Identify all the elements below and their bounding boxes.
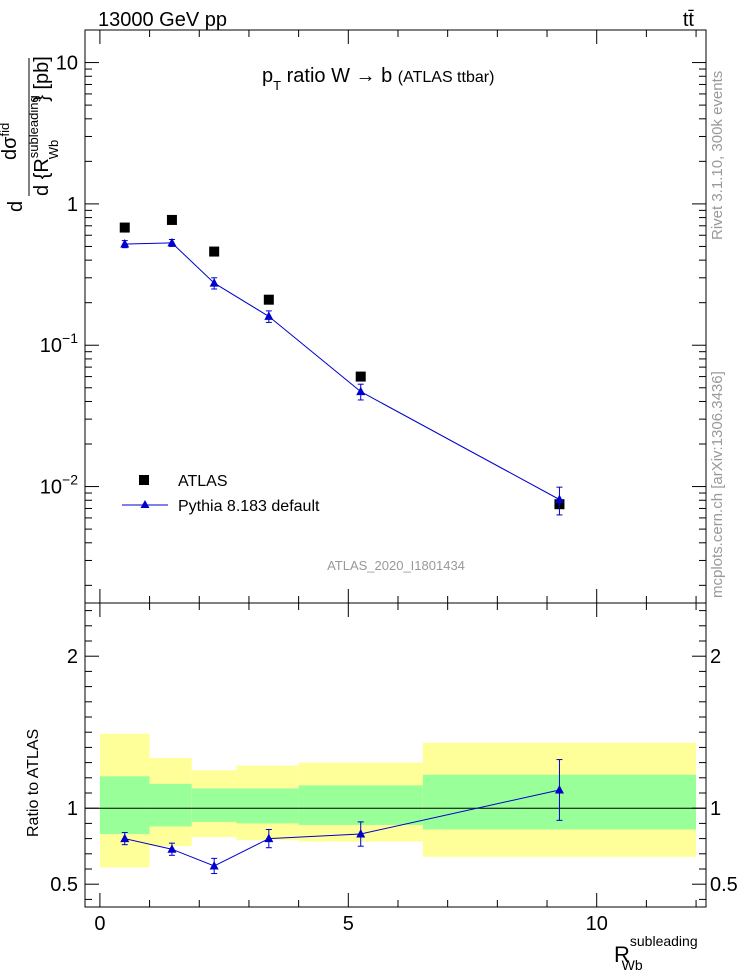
title-p: p xyxy=(262,65,273,87)
ylabel-denom-sub: Wb xyxy=(46,140,61,160)
ratio-tick-label-right-0: 0.5 xyxy=(710,874,738,896)
y-tick-label-3: 10−2 xyxy=(40,472,78,499)
ratio-band-stat-4 xyxy=(298,785,423,825)
ylabel-denom-sup: subleading xyxy=(26,95,41,158)
ratio-point-5 xyxy=(554,784,564,794)
ylabel-dsigma: dσfid xyxy=(0,123,21,160)
title-b: b xyxy=(376,65,398,87)
mc-point-1 xyxy=(167,237,177,247)
ratio-ylabel: Ratio to ATLAS xyxy=(25,729,42,837)
ratio-point-4 xyxy=(356,829,366,838)
ylabel-sigma: dσ xyxy=(0,136,21,160)
atlas-point-0 xyxy=(119,222,130,233)
ylabel-d: d xyxy=(5,201,27,212)
y-tick-label-0: 10 xyxy=(56,53,78,75)
rivet-label: Rivet 3.1.10, 300k events xyxy=(709,71,726,240)
energy-label: 13000 GeV pp xyxy=(98,9,227,31)
legend-label-pythia: Pythia 8.183 default xyxy=(178,498,320,515)
legend-label-atlas: ATLAS xyxy=(178,473,228,490)
plot-title: pT ratio W → b (ATLAS ttbar) xyxy=(262,65,494,93)
ratio-point-0 xyxy=(120,833,130,843)
analysis-id: ATLAS_2020_I1801434 xyxy=(327,558,465,573)
mc-line-main xyxy=(124,242,560,500)
y-axis-label-denominator: d {Rsubleading Wb } [pb] xyxy=(26,56,61,196)
process-label: tt̄ xyxy=(683,9,695,31)
ratio-band-stat-0 xyxy=(99,776,150,835)
x-tick-label-1: 5 xyxy=(343,913,354,935)
xlabel-main: R xyxy=(614,942,630,967)
plot-frames xyxy=(84,29,707,908)
y-axis-label: d xyxy=(5,201,27,212)
mc-lines xyxy=(124,242,560,867)
ratio-tick-label-left-2: 2 xyxy=(67,646,78,668)
legend-marker-atlas xyxy=(139,475,149,485)
ratio-tick-label-right-1: 1 xyxy=(710,798,721,820)
ratio-tick-label-right-2: 2 xyxy=(710,646,721,668)
axis-ticks: 0 5 10 10 1 10−1 10−2 0.5 0.5 1 1 2 2 xyxy=(40,30,738,935)
ratio-band-stat-2 xyxy=(191,788,237,822)
mc-point-0 xyxy=(120,239,130,248)
ratio-point-1 xyxy=(167,844,177,853)
ratio-band-stat-1 xyxy=(149,783,192,827)
x-axis-label: Rsubleading Wb xyxy=(614,933,698,972)
xlabel-sup: subleading xyxy=(630,933,698,949)
y-tick-label-1: 1 xyxy=(67,194,78,216)
ratio-y-axis-label: Ratio to ATLAS xyxy=(25,729,42,837)
ratio-uncertainty-bands xyxy=(99,733,697,868)
ratio-frame xyxy=(84,602,707,908)
x-tick-label-2: 10 xyxy=(586,913,608,935)
rivet-label-group: Rivet 3.1.10, 300k events xyxy=(709,71,726,240)
mc-point-3 xyxy=(264,311,274,320)
y-axis-label-numerator: dσfid xyxy=(0,123,21,160)
atlas-point-1 xyxy=(166,214,177,225)
ratio-point-3 xyxy=(264,833,274,843)
legend-marker-pythia xyxy=(140,500,150,508)
title-rest: ratio W xyxy=(281,65,355,87)
mc-point-4 xyxy=(356,386,366,396)
title-paren: (ATLAS ttbar) xyxy=(398,69,495,86)
ylabel-denominator: d {Rsubleading Wb } [pb] xyxy=(26,56,61,196)
mc-line-ratio xyxy=(124,789,560,867)
mcplots-label: mcplots.cern.ch [arXiv:1306.3436] xyxy=(709,371,726,598)
ratio-band-stat-3 xyxy=(236,788,299,824)
ylabel-fid: fid xyxy=(0,123,12,137)
title-sub: T xyxy=(273,78,281,93)
atlas-point-3 xyxy=(263,294,274,305)
y-tick-label-2: 10−1 xyxy=(40,330,78,357)
ratio-tick-label-left-0: 0.5 xyxy=(50,874,78,896)
mc-point-2 xyxy=(209,278,219,287)
xlabel-sub: Wb xyxy=(622,957,643,972)
data-marks xyxy=(119,214,565,875)
ratio-point-2 xyxy=(209,860,219,870)
ylabel-denom-post: } [pb] xyxy=(31,56,53,102)
x-tick-label-0: 0 xyxy=(94,913,105,935)
title-arrow: → xyxy=(356,65,376,87)
atlas-point-2 xyxy=(209,246,220,257)
atlas-point-4 xyxy=(355,371,366,382)
mcplots-label-group: mcplots.cern.ch [arXiv:1306.3436] xyxy=(709,371,726,598)
legend: ATLAS Pythia 8.183 default xyxy=(122,473,320,515)
mc-point-5 xyxy=(554,494,564,503)
ratio-tick-label-left-1: 1 xyxy=(67,798,78,820)
main-frame xyxy=(84,29,707,604)
ylabel-denom-pre: d {R xyxy=(31,158,53,196)
